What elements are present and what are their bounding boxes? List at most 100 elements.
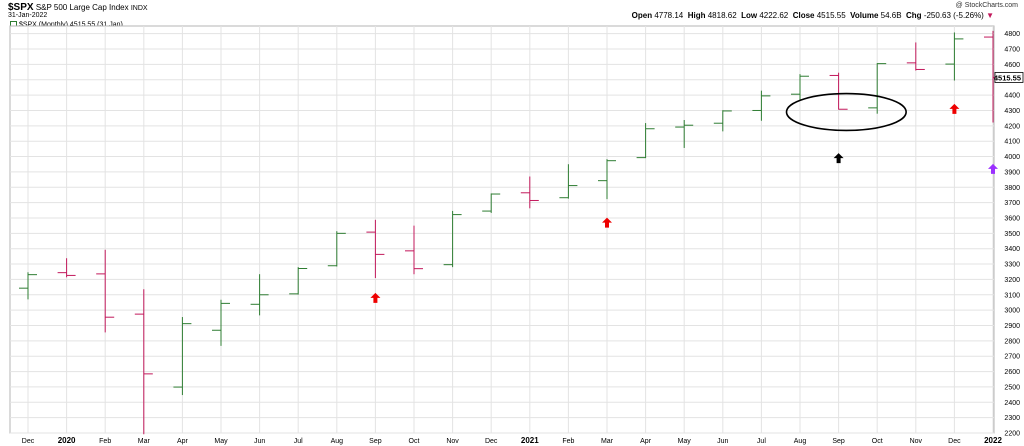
- arrow-up-icon: [602, 217, 612, 228]
- ohlc-bar: [250, 274, 269, 316]
- x-axis: Dec 2020 Feb Mar Apr May Jun Jul Aug Sep Oct Nov Dec…: [22, 436, 1003, 445]
- x-tick-label: Aug: [331, 438, 344, 445]
- ohlc-bar: [713, 110, 732, 132]
- arrow-up-icon: [833, 153, 844, 164]
- x-tick-label: Oct: [409, 438, 420, 445]
- y-tick-label: 2700: [1004, 354, 1020, 361]
- ohlc-bar: [482, 193, 501, 213]
- y-tick-label: 4800: [1004, 31, 1020, 38]
- ohlc-bar: [829, 72, 848, 110]
- x-tick-label: May: [678, 438, 692, 445]
- last-price-label: 4515.55: [994, 73, 1021, 82]
- ohlc-bar: [598, 159, 616, 200]
- x-tick-label: Feb: [99, 438, 111, 445]
- low-value: 4222.62: [759, 11, 789, 20]
- exchange-label: INDX: [130, 5, 148, 12]
- ohlc-bar: [868, 63, 887, 114]
- y-tick-label: 4100: [1004, 139, 1020, 146]
- chart-date: 31-Jan-2022: [8, 12, 48, 19]
- ohlc-bar: [791, 74, 809, 101]
- x-tick-label: 2022: [984, 436, 1002, 445]
- ohlc-bar: [96, 249, 115, 333]
- high-value: 4818.62: [707, 11, 737, 20]
- chg-down-icon: ▼: [986, 11, 994, 20]
- x-tick-label: Sep: [832, 438, 845, 445]
- ohlc-bars: [19, 30, 1002, 435]
- x-tick-label: Dec: [948, 438, 961, 445]
- y-tick-label: 3400: [1004, 246, 1020, 253]
- x-tick-label: Jul: [294, 438, 303, 445]
- y-tick-label: 4600: [1004, 62, 1020, 69]
- x-tick-label: Aug: [794, 438, 807, 445]
- x-tick-label: Mar: [601, 438, 614, 445]
- chart-header-symbol: $SPX S&P 500 Large Cap Index INDX: [8, 2, 148, 13]
- x-tick-label: Sep: [369, 438, 382, 445]
- ohlc-bar: [405, 225, 423, 275]
- y-tick-label: 3700: [1004, 200, 1020, 207]
- ohlc-bar: [443, 210, 462, 268]
- y-tick-label: 2800: [1004, 338, 1020, 345]
- x-tick-label: May: [214, 438, 228, 445]
- close-label: Close: [792, 11, 815, 20]
- y-tick-label: 4400: [1004, 93, 1020, 100]
- ohlc-bar: [945, 32, 964, 81]
- ohlc-bar: [906, 42, 925, 71]
- y-tick-label: 2200: [1004, 431, 1020, 438]
- ohlc-bar: [636, 123, 655, 159]
- open-value: 4778.14: [654, 11, 684, 20]
- ohlc-bar: [752, 90, 771, 121]
- x-tick-label: Dec: [485, 438, 498, 445]
- index-name: S&P 500 Large Cap Index: [35, 3, 129, 12]
- y-tick-label: 4300: [1004, 108, 1020, 115]
- y-tick-label: 3200: [1004, 277, 1020, 284]
- high-label: High: [687, 11, 706, 20]
- volume-value: 54.6B: [880, 11, 902, 20]
- open-label: Open: [631, 11, 653, 20]
- legend-text: $SPX (Monthly) 4515.55 (31 Jan): [18, 21, 123, 29]
- y-tick-label: 2300: [1004, 415, 1020, 422]
- x-tick-label: Jul: [757, 438, 766, 445]
- copyright: @ StockCharts.com: [955, 2, 1018, 9]
- y-axis: 2200 2300 2400 2500 2600 2700 2800 2900 3000 3100…: [994, 31, 1024, 438]
- y-tick-label: 4700: [1004, 47, 1020, 54]
- ohlc-bar: [212, 299, 230, 346]
- x-tick-label: 2020: [58, 436, 76, 445]
- x-tick-label: Feb: [562, 438, 574, 445]
- y-tick-label: 3300: [1004, 262, 1020, 269]
- x-tick-label: Jun: [254, 438, 265, 445]
- y-tick-label: 2400: [1004, 400, 1020, 407]
- x-tick-label: Apr: [640, 438, 652, 445]
- volume-label: Volume: [850, 11, 879, 20]
- x-tick-label: Oct: [872, 438, 883, 445]
- annotations: [370, 92, 998, 303]
- x-tick-label: 2021: [521, 436, 539, 445]
- chg-label: Chg: [906, 11, 922, 20]
- ohlc-bar: [520, 176, 539, 209]
- close-value: 4515.55: [816, 11, 846, 20]
- ohlc-readout: Open 4778.14 High 4818.62 Low 4222.62 Cl…: [632, 11, 994, 20]
- ohlc-bar: [19, 272, 37, 300]
- low-label: Low: [741, 11, 758, 20]
- ohlc-bar: [559, 164, 578, 199]
- y-tick-label: 3900: [1004, 169, 1020, 176]
- x-tick-label: Nov: [910, 438, 923, 445]
- ohlc-bar: [57, 258, 76, 278]
- x-tick-label: Mar: [138, 438, 151, 445]
- ohlc-bar: [134, 289, 153, 435]
- ohlc-bar: [289, 267, 308, 295]
- arrow-up-icon: [988, 163, 998, 174]
- y-tick-label: 3600: [1004, 215, 1020, 222]
- x-tick-label: Apr: [177, 438, 189, 445]
- chg-value: -250.63 (-5.26%): [923, 11, 984, 20]
- y-tick-label: 3500: [1004, 231, 1020, 238]
- y-tick-label: 3800: [1004, 185, 1020, 192]
- y-tick-label: 2600: [1004, 369, 1020, 376]
- ohlc-bar: [173, 317, 192, 396]
- ohlc-bar: [327, 231, 346, 267]
- y-tick-label: 3000: [1004, 308, 1020, 315]
- y-tick-label: 4200: [1004, 123, 1020, 130]
- x-tick-label: Jun: [717, 438, 728, 445]
- symbol-label: $SPX: [8, 2, 34, 13]
- y-tick-label: 2900: [1004, 323, 1020, 330]
